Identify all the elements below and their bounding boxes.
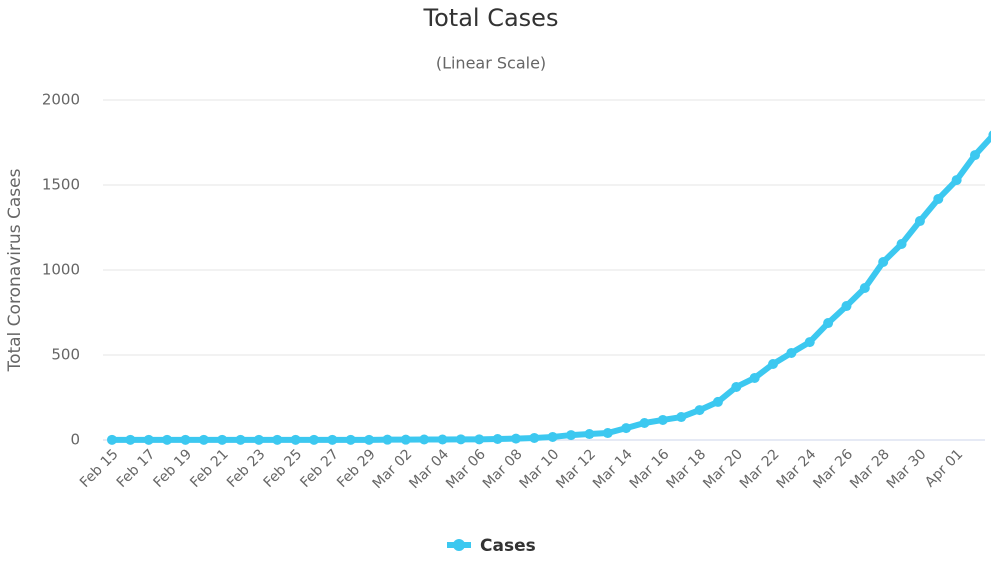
point [125, 434, 136, 445]
x-tick-label: Mar 06 [443, 446, 489, 492]
point [272, 434, 283, 445]
x-tick-label: Mar 08 [480, 446, 526, 492]
point [841, 301, 852, 312]
point [235, 434, 246, 445]
y-tick-label: 2000 [42, 91, 80, 109]
point [217, 434, 228, 445]
x-tick-label: Mar 24 [774, 446, 820, 492]
x-tick-label: Mar 28 [847, 446, 893, 492]
x-tick-label: Mar 02 [370, 446, 416, 492]
point [804, 337, 815, 348]
point [914, 216, 925, 227]
point [988, 130, 991, 140]
point [308, 434, 319, 445]
point [731, 381, 742, 392]
point [970, 150, 980, 161]
point [621, 423, 632, 434]
legend-marker [453, 539, 465, 551]
point [933, 193, 944, 204]
point [878, 257, 889, 268]
point [400, 434, 411, 445]
point [345, 434, 356, 445]
point [510, 433, 521, 444]
point [455, 434, 466, 445]
y-tick-label: 500 [51, 346, 80, 364]
point [712, 396, 723, 407]
point [823, 318, 834, 329]
point [768, 359, 779, 370]
point [566, 430, 577, 441]
y-tick-label: 1500 [42, 176, 80, 194]
x-tick-label: Apr 01 [922, 446, 966, 490]
point [437, 434, 448, 445]
point [382, 434, 393, 445]
point [529, 432, 540, 443]
point [602, 428, 613, 439]
y-tick-label: 0 [70, 431, 80, 449]
x-tick-label: Feb 25 [261, 446, 306, 491]
x-tick-label: Mar 22 [737, 446, 783, 492]
point [107, 434, 117, 445]
x-tick-label: Mar 26 [810, 446, 856, 492]
point [143, 434, 154, 445]
x-tick-label: Feb 15 [77, 446, 122, 491]
x-tick-label: Feb 17 [114, 446, 159, 491]
point [547, 431, 558, 442]
point [364, 434, 375, 445]
x-tick-label: Feb 23 [224, 446, 269, 491]
x-tick-label: Feb 21 [187, 446, 232, 491]
x-tick-label: Mar 04 [406, 446, 452, 492]
y-tick-label: 1000 [42, 261, 80, 279]
x-tick-label: Feb 19 [151, 446, 196, 491]
legend-label: Cases [480, 536, 536, 556]
point [584, 429, 595, 440]
point [896, 238, 907, 249]
point [749, 372, 760, 383]
point [951, 175, 962, 186]
point [859, 283, 870, 294]
point [676, 412, 687, 423]
x-tick-label: Mar 30 [884, 446, 930, 492]
point [786, 347, 797, 358]
y-axis-title: Total Coronavirus Cases [5, 168, 25, 372]
series-line [112, 133, 991, 443]
x-tick-label: Mar 18 [663, 446, 709, 492]
chart-title: Total Cases [423, 4, 559, 32]
point [639, 418, 650, 428]
point [474, 434, 485, 445]
x-tick-label: Feb 27 [297, 446, 342, 491]
point [290, 434, 301, 445]
x-tick-label: Mar 20 [700, 446, 746, 492]
point [419, 434, 430, 445]
point [253, 434, 264, 445]
point [180, 434, 191, 445]
x-tick-label: Mar 12 [553, 446, 599, 492]
x-tick-label: Mar 16 [627, 446, 673, 492]
point [492, 433, 503, 444]
point [694, 405, 705, 416]
chart-subtitle: (Linear Scale) [436, 54, 546, 73]
x-tick-label: Mar 10 [517, 446, 563, 492]
x-tick-label: Mar 14 [590, 446, 636, 492]
point [327, 434, 338, 445]
point [198, 434, 209, 445]
point [657, 414, 668, 425]
point [162, 434, 173, 445]
